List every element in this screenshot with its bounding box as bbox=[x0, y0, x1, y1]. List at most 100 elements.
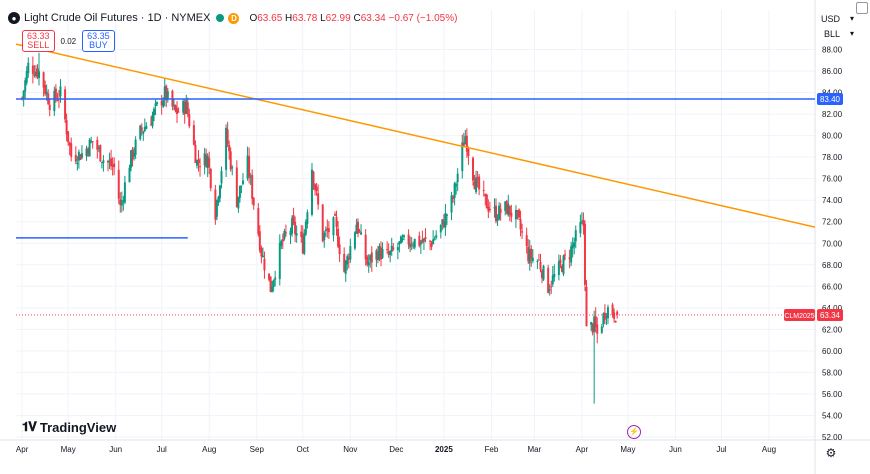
delay-badge[interactable]: D bbox=[228, 12, 240, 24]
candle-body bbox=[432, 239, 435, 245]
candle-body bbox=[401, 238, 404, 240]
candle-body bbox=[130, 150, 133, 168]
candle-body bbox=[573, 242, 576, 247]
symbol-title[interactable]: Light Crude Oil Futures · 1D · NYMEX bbox=[24, 12, 211, 24]
candle-body bbox=[174, 105, 177, 112]
candle-body bbox=[495, 205, 498, 222]
candle-body bbox=[79, 154, 82, 160]
candle-body bbox=[192, 125, 195, 145]
candle-body bbox=[268, 273, 271, 280]
candle-body bbox=[96, 139, 99, 150]
fullscreen-icon[interactable] bbox=[856, 2, 868, 14]
candle-body bbox=[119, 199, 122, 206]
candle-body bbox=[465, 135, 468, 152]
candle-body bbox=[485, 194, 488, 209]
candle-body bbox=[347, 257, 350, 260]
candle-body bbox=[317, 193, 320, 205]
candle-body bbox=[464, 136, 467, 144]
candle-body bbox=[424, 237, 427, 240]
chevron-down-icon[interactable]: ▾ bbox=[849, 14, 854, 23]
candle-body bbox=[594, 316, 597, 328]
candle-body bbox=[154, 103, 157, 106]
candle-body bbox=[343, 253, 346, 272]
y-tick-label: 82.00 bbox=[822, 110, 843, 119]
y-tick-label: 76.00 bbox=[822, 175, 843, 184]
candle-body bbox=[593, 316, 596, 332]
candle-body bbox=[476, 178, 479, 180]
x-tick-label: 2025 bbox=[435, 445, 453, 454]
y-tick-label: 62.00 bbox=[822, 325, 843, 334]
candle-body bbox=[402, 235, 405, 238]
candle-body bbox=[324, 229, 327, 231]
candle-body bbox=[562, 255, 565, 275]
candle-body bbox=[59, 86, 62, 97]
sell-label: SELL bbox=[27, 40, 50, 50]
candle-body bbox=[283, 231, 286, 240]
candle-body bbox=[151, 115, 154, 127]
candle-body bbox=[396, 247, 399, 251]
unit-selector[interactable]: BLL bbox=[823, 29, 840, 39]
y-tick-label: 74.00 bbox=[822, 196, 843, 205]
x-tick-label: Apr bbox=[576, 445, 589, 454]
candle-body bbox=[456, 173, 459, 183]
candle-body bbox=[488, 208, 491, 211]
y-tick-label: 88.00 bbox=[822, 46, 843, 55]
candle-body bbox=[583, 223, 586, 285]
x-tick-label: Aug bbox=[202, 445, 216, 454]
chevron-down-icon[interactable]: ▾ bbox=[849, 29, 854, 38]
candle-body bbox=[229, 151, 232, 170]
candle-body bbox=[346, 256, 349, 265]
y-tick-label: 86.00 bbox=[822, 67, 843, 76]
candle-body bbox=[248, 156, 251, 177]
candle-body bbox=[110, 158, 113, 167]
candle-body bbox=[172, 104, 175, 106]
candle-body bbox=[337, 228, 340, 247]
sell-button[interactable]: 63.33 SELL bbox=[22, 30, 55, 52]
candle-body bbox=[574, 230, 577, 242]
candle-body bbox=[390, 245, 393, 252]
candle-body bbox=[166, 91, 169, 100]
y-tick-label: 52.00 bbox=[822, 433, 843, 442]
gear-icon[interactable]: ⚙ bbox=[825, 446, 837, 460]
candle-body bbox=[99, 145, 102, 162]
lightning-icon[interactable]: ⚡ bbox=[627, 425, 641, 439]
candle-body bbox=[241, 180, 244, 185]
candle-body bbox=[228, 144, 231, 152]
candle-body bbox=[375, 250, 378, 260]
candle-body bbox=[473, 181, 476, 190]
candle-body bbox=[205, 154, 208, 168]
hline-price-label: 83.40 bbox=[820, 95, 841, 104]
candle-body bbox=[107, 160, 110, 163]
candle-body bbox=[231, 167, 234, 169]
candle-body bbox=[550, 286, 553, 288]
candle-body bbox=[326, 228, 329, 231]
x-tick-label: Jun bbox=[669, 445, 682, 454]
candle-body bbox=[42, 72, 45, 88]
candle-body bbox=[33, 74, 36, 76]
candle-body bbox=[504, 201, 507, 211]
candle-body bbox=[100, 162, 103, 164]
candle-body bbox=[263, 258, 266, 271]
candle-body bbox=[272, 280, 275, 288]
candle-body bbox=[508, 205, 511, 215]
candle-body bbox=[323, 232, 326, 241]
candle-body bbox=[220, 170, 223, 184]
y-tick-label: 64.00 bbox=[822, 304, 843, 313]
candle-body bbox=[580, 220, 583, 222]
candle-body bbox=[122, 200, 125, 202]
candle-body bbox=[163, 86, 166, 100]
candle-body bbox=[321, 204, 324, 242]
last-price-label: 63.34 bbox=[820, 311, 841, 320]
currency-selector[interactable]: USD bbox=[820, 14, 840, 24]
candle-body bbox=[304, 221, 307, 235]
y-tick-label: 78.00 bbox=[822, 153, 843, 162]
candle-body bbox=[505, 201, 508, 214]
candle-body bbox=[195, 160, 198, 166]
candle-body bbox=[85, 148, 88, 157]
candle-body bbox=[482, 189, 485, 191]
tradingview-logo[interactable]: 𝟏𝐕 TradingView bbox=[22, 419, 116, 435]
logo-text: TradingView bbox=[39, 419, 117, 435]
buy-button[interactable]: 63.35 BUY bbox=[82, 30, 115, 52]
candle-body bbox=[67, 131, 70, 143]
